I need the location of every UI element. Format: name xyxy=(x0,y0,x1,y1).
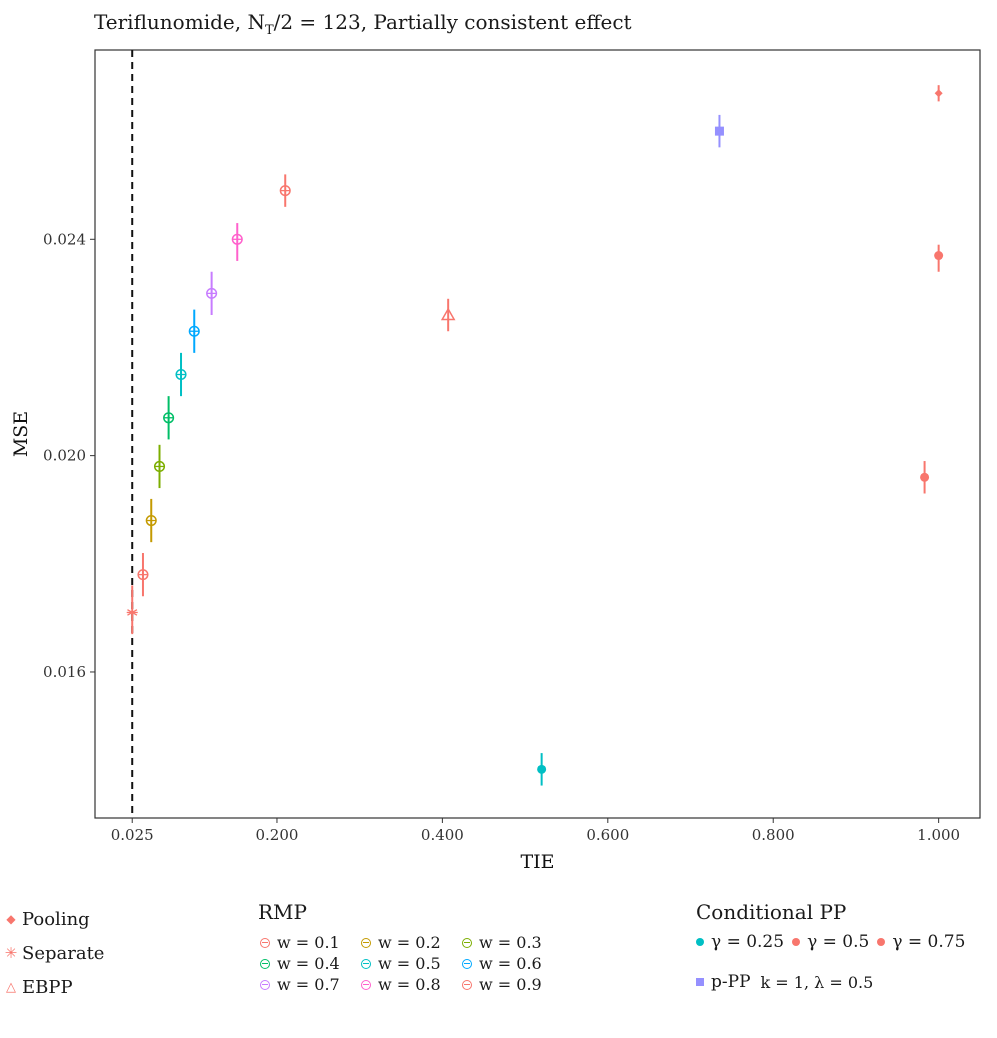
diamond-icon: ◆ xyxy=(6,912,16,926)
legend-general: ◆ Pooling ✳ Separate △ EBPP xyxy=(4,902,105,1004)
data-point xyxy=(934,251,944,261)
legend-item-rmp: w = 0.3 xyxy=(462,932,563,953)
legend-rmp-grid: w = 0.1 w = 0.2 w = 0.3 w = 0.4 w = 0.5 w = 0… xyxy=(260,932,563,995)
legend-label: w = 0.6 xyxy=(479,954,542,973)
legend-item-rmp: w = 0.1 xyxy=(260,932,361,953)
legend-item-cpp: γ = 0.25 xyxy=(696,932,784,952)
legend-params: k = 1, λ = 0.5 xyxy=(760,972,874,992)
legend-label: EBPP xyxy=(22,976,73,998)
legend-item-pooling: ◆ Pooling xyxy=(4,902,104,936)
y-tick-label: 0.020 xyxy=(43,447,86,465)
x-tick-label: 0.025 xyxy=(111,826,154,844)
circle-icon xyxy=(260,958,270,969)
data-point xyxy=(440,307,456,321)
circle-icon xyxy=(462,979,472,990)
data-point xyxy=(537,764,547,774)
dot-icon xyxy=(696,938,704,946)
data-point xyxy=(934,89,943,98)
x-tick-label: 0.600 xyxy=(586,826,629,844)
legend-cpp-title: Conditional PP xyxy=(696,900,847,924)
x-tick-label: 0.800 xyxy=(752,826,795,844)
legend-label: w = 0.9 xyxy=(479,975,542,994)
data-point xyxy=(714,126,724,136)
dot-icon xyxy=(877,938,886,946)
y-tick-label: 0.024 xyxy=(43,230,86,248)
chart-title: Teriflunomide, NT/2 = 123, Partially con… xyxy=(94,10,632,38)
legend-label: w = 0.3 xyxy=(479,933,542,952)
dot-icon xyxy=(792,938,801,946)
legend-item-rmp: w = 0.9 xyxy=(462,974,563,995)
legend-rmp-title: RMP xyxy=(258,900,307,924)
plot-frame xyxy=(94,49,981,819)
x-tick-label: 0.200 xyxy=(255,826,298,844)
triangle-icon: △ xyxy=(6,979,16,995)
legend-label: w = 0.7 xyxy=(277,975,340,994)
square-icon xyxy=(696,978,704,986)
circle-icon xyxy=(361,937,371,948)
legend-item-rmp: w = 0.7 xyxy=(260,974,361,995)
legend-label: p-PP xyxy=(711,972,751,992)
circle-icon xyxy=(260,937,270,948)
circle-icon xyxy=(260,979,270,990)
legend-item-rmp: w = 0.4 xyxy=(260,953,361,974)
legend-item-rmp: w = 0.2 xyxy=(361,932,462,953)
x-tick-label: 1.000 xyxy=(917,826,960,844)
legend-item-ppp: p-PP k = 1, λ = 0.5 xyxy=(696,972,973,992)
circle-icon xyxy=(462,937,472,948)
legend-item-separate: ✳ Separate xyxy=(4,936,105,970)
legend-cpp: Conditional PP γ = 0.25 γ = 0.5 γ = 0.75 p… xyxy=(696,900,973,992)
legend-item-cpp: γ = 0.5 xyxy=(792,932,869,952)
asterisk-icon: ✳ xyxy=(4,944,18,962)
legend-label: Pooling xyxy=(22,908,90,930)
legend-item-rmp: w = 0.8 xyxy=(361,974,462,995)
x-axis-title: TIE xyxy=(520,851,554,873)
legend-item-ebpp: △ EBPP xyxy=(4,970,104,1004)
y-tick-label: 0.016 xyxy=(43,663,86,681)
legend-label: Separate xyxy=(22,942,105,964)
legend-label: w = 0.2 xyxy=(378,933,441,952)
scatter-plot: 0.025 0.200 0.400 0.600 0.800 1.000 0.016 0.020… xyxy=(10,49,981,873)
legend-rmp: RMP w = 0.1 w = 0.2 w = 0.3 w = 0.4 w = 0.5 w… xyxy=(258,900,563,995)
data-point xyxy=(920,472,930,482)
legend-item-rmp: w = 0.5 xyxy=(361,953,462,974)
legend-label: γ = 0.5 xyxy=(807,932,870,952)
legend-label: w = 0.4 xyxy=(277,954,340,973)
circle-icon xyxy=(462,958,472,969)
x-tick-label: 0.400 xyxy=(421,826,464,844)
legend-label: w = 0.1 xyxy=(277,933,340,952)
legend-cpp-items: γ = 0.25 γ = 0.5 γ = 0.75 xyxy=(696,932,973,952)
legend-label: w = 0.5 xyxy=(378,954,441,973)
legend-label: γ = 0.25 xyxy=(711,932,785,952)
y-axis-title: MSE xyxy=(10,411,32,457)
circle-icon xyxy=(361,979,371,990)
legend-label: γ = 0.75 xyxy=(892,932,966,952)
circle-icon xyxy=(361,958,371,969)
legend-label: w = 0.8 xyxy=(378,975,441,994)
legend-item-cpp: γ = 0.75 xyxy=(877,932,965,952)
legend-item-rmp: w = 0.6 xyxy=(462,953,563,974)
